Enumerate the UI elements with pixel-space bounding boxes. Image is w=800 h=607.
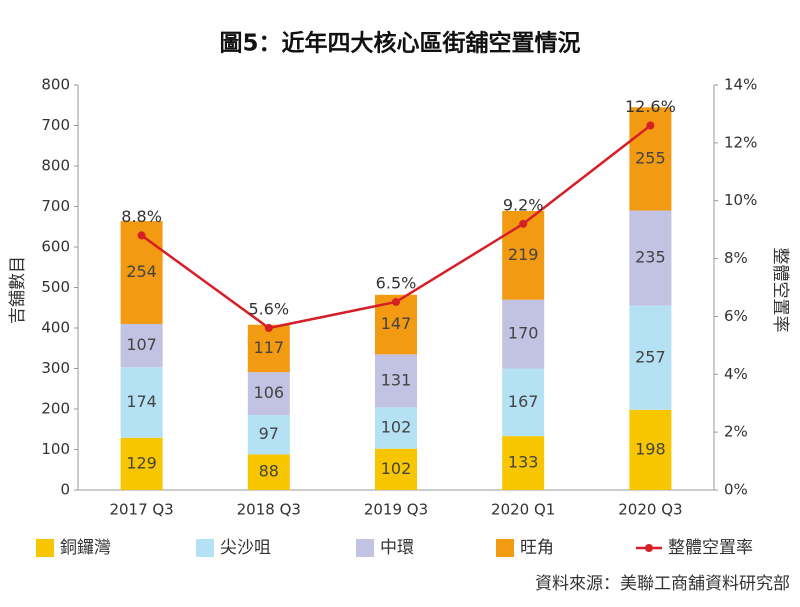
line-point (264, 324, 273, 332)
bar-segment (629, 305, 672, 410)
legend-label: 銅鑼灣 (60, 538, 111, 558)
bar-segment (375, 448, 417, 490)
segment-label: 88 (259, 462, 279, 481)
line-label: 8.8% (121, 207, 162, 226)
bar-segment (375, 407, 417, 449)
chart-title: 圖5：近年四大核心區街舖空置情況 (219, 30, 580, 57)
legend-swatch (196, 539, 214, 557)
segment-label: 198 (635, 439, 666, 458)
segment-label: 167 (508, 392, 539, 411)
bar-segment (502, 368, 545, 437)
x-tick-label: 2018 Q3 (237, 501, 301, 519)
y-tick-label: 800 (41, 76, 70, 94)
y-tick-label: 0 (60, 481, 70, 499)
y-tick-label: 700 (41, 197, 70, 215)
y-tick-label: 400 (41, 319, 70, 337)
segment-label: 174 (126, 392, 157, 411)
segment-label: 235 (635, 248, 666, 267)
y2-tick-label: 12% (724, 133, 757, 151)
segment-label: 129 (126, 453, 157, 472)
bar-segment (247, 415, 290, 455)
line-point (137, 231, 146, 240)
y-tick-label: 100 (41, 440, 70, 458)
bar-segment (120, 323, 163, 368)
line-label: 6.5% (376, 273, 417, 292)
y2-tick-label: 10% (724, 191, 757, 209)
y-tick-label: 200 (41, 400, 70, 418)
y2-tick-label: 4% (724, 365, 748, 383)
segment-label: 117 (254, 338, 285, 357)
line-label: 12.6% (625, 97, 676, 116)
legend-label: 尖沙咀 (220, 538, 271, 558)
y2-tick-label: 8% (724, 249, 748, 267)
segment-label: 255 (635, 148, 666, 167)
segment-label: 254 (126, 262, 157, 281)
bar-segment (120, 437, 163, 490)
y-tick-label: 800 (41, 157, 70, 175)
y2-tick-label: 14% (724, 76, 757, 94)
x-tick-label: 2020 Q3 (618, 501, 682, 519)
legend-swatch (356, 539, 374, 557)
bar-segment (247, 372, 290, 416)
segment-label: 219 (508, 245, 539, 264)
y-tick-label: 500 (41, 278, 70, 296)
legend-label: 中環 (380, 538, 414, 558)
y2-tick-label: 6% (724, 307, 748, 325)
bar-segment (629, 409, 672, 490)
y-tick-label: 600 (41, 238, 70, 256)
line-point (392, 297, 400, 306)
bar-segment (375, 354, 417, 408)
x-tick-label: 2019 Q3 (364, 501, 428, 519)
segment-label: 133 (508, 453, 539, 472)
bar-segment (120, 367, 163, 438)
segment-label: 97 (259, 424, 279, 443)
segment-label: 131 (381, 370, 412, 389)
segment-label: 170 (508, 324, 539, 343)
segment-label: 147 (381, 314, 412, 333)
segment-label: 102 (381, 459, 412, 478)
y-tick-label: 300 (41, 359, 70, 377)
x-tick-label: 2017 Q3 (109, 501, 173, 519)
line-label: 5.6% (248, 300, 289, 319)
y2-tick-label: 0% (724, 481, 748, 499)
legend-label: 旺角 (520, 538, 554, 558)
bar-segment (502, 299, 545, 369)
y2-axis-label: 整體空置率 (770, 248, 790, 333)
legend-swatch (36, 539, 54, 557)
bar-segment (247, 454, 290, 490)
segment-label: 107 (126, 335, 157, 354)
y2-tick-label: 2% (724, 423, 748, 441)
bar-segment (502, 436, 545, 490)
x-tick-label: 2020 Q1 (491, 501, 555, 519)
line-label: 9.2% (503, 195, 544, 214)
legend-swatch (496, 539, 514, 557)
y-axis-label: 吉舖數目 (8, 256, 28, 324)
y-tick-label: 700 (41, 116, 70, 134)
line-point (519, 219, 528, 228)
segment-label: 106 (254, 383, 285, 402)
bar-segment (247, 324, 290, 373)
segment-label: 102 (381, 418, 412, 437)
source: 資料來源：美聯工商舖資料研究部 (535, 574, 790, 594)
segment-label: 257 (635, 347, 666, 366)
line-point (646, 121, 655, 130)
legend-swatch (645, 544, 653, 552)
legend-label: 整體空置率 (668, 538, 753, 558)
bar-segment (629, 210, 672, 306)
